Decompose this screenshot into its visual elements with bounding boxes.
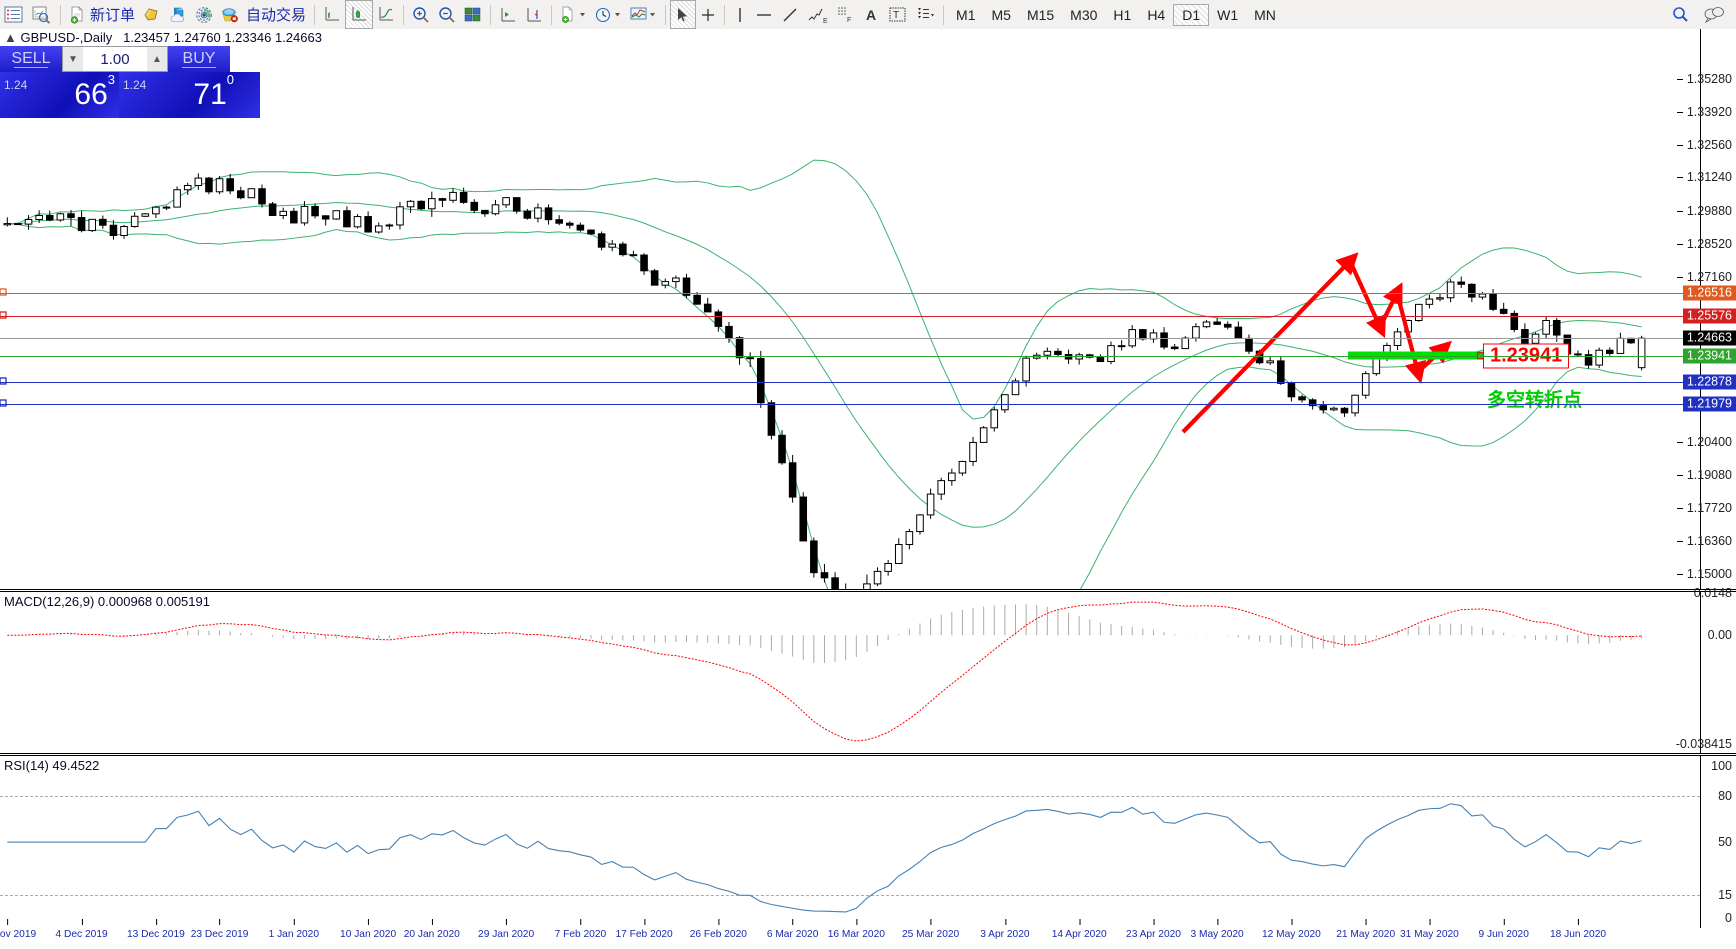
svg-text:E: E xyxy=(823,18,828,24)
svg-text:F: F xyxy=(847,17,851,24)
svg-text:A: A xyxy=(866,7,876,23)
svg-text:T: T xyxy=(893,10,899,21)
